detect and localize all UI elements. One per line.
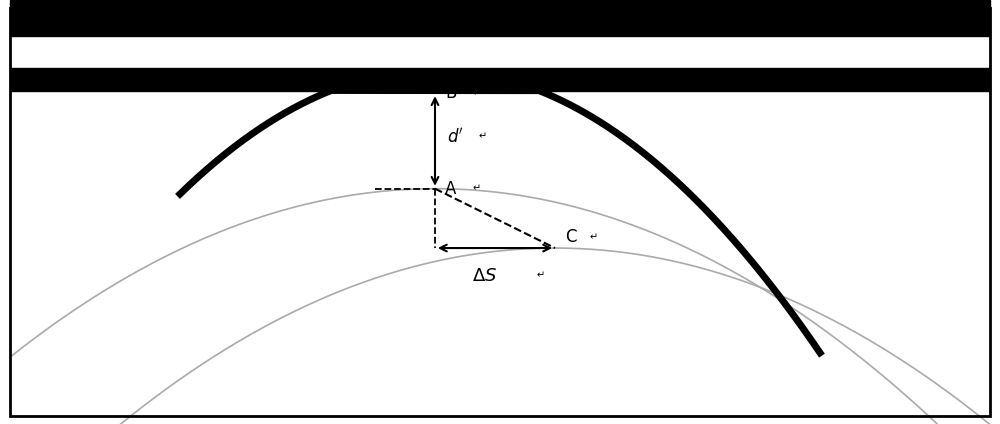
Text: ↵: ↵ (537, 271, 545, 281)
Text: B: B (445, 84, 456, 102)
Text: ↵: ↵ (473, 184, 481, 194)
Text: C: C (565, 229, 577, 246)
Text: A: A (445, 180, 456, 198)
Text: ↵: ↵ (479, 132, 487, 142)
Text: $d'$: $d'$ (447, 127, 464, 146)
Text: ↵: ↵ (473, 88, 481, 98)
Bar (10, 68, 990, 91)
Text: ↵: ↵ (590, 232, 598, 243)
Text: $\Delta S$: $\Delta S$ (472, 267, 498, 285)
Bar (10, 0, 990, 36)
